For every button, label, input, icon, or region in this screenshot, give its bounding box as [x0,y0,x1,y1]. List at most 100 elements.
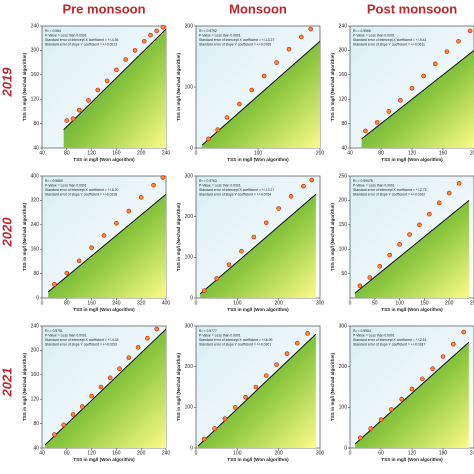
x-tick-label: 100 [254,150,263,156]
x-tick-label: 0 [349,450,352,456]
annotation: R² = 0.9954 [353,329,371,333]
annotation: Standard error of intercept X coefficien… [199,338,273,342]
annotation: P-Value = Less than 0.0001 [353,183,395,187]
x-tick-label: 60 [378,450,384,456]
y-tick-label: 40 [33,145,39,151]
panel: 40 80 120 160 200 240 40 80 120 160 200 240 TSS in m… [22,23,170,162]
panel: 0 100 200 0 100 200 TSS in mg/l (Won algorithm… [176,23,324,162]
x-tick-label: 240 [162,450,171,456]
annotation: R² = 0.984 [45,29,61,33]
y-tick-label: 100 [185,84,194,90]
data-point [251,234,257,240]
y-tick-label: 120 [31,397,40,403]
data-point [89,393,94,399]
data-point [461,329,466,335]
data-point [417,222,422,228]
data-point [222,416,228,422]
panel: 0 100 200 300 0 100 200 300 TSS in mg/l (Won alg… [176,323,324,462]
fit-line [361,50,474,140]
x-tick-label: 240 [112,300,121,306]
annotation: R² = 0.9869 [45,179,63,183]
data-point [126,355,132,361]
x-tick-label: 160 [112,450,121,456]
y-tick-label: 80 [33,121,39,127]
data-point [274,362,279,367]
data-point [456,181,462,186]
data-point [214,276,219,281]
y-tick-label: 160 [339,72,348,78]
data-point [224,115,230,120]
annotation: P-Value = Less than 0.0001 [199,183,241,187]
x-tick-label: 0 [349,300,352,306]
annotation: R² = 0.99578 [353,179,373,183]
data-point [420,376,425,382]
data-point [76,107,82,113]
x-tick-label: 0 [195,150,198,156]
data-point [95,87,101,93]
y-tick-label: 160 [31,72,40,78]
y-tick-label: 240 [31,323,40,329]
data-point [132,48,138,53]
y-tick-label: 400 [31,173,40,179]
fit-region [202,41,320,148]
data-point [440,354,446,359]
data-point [52,281,57,287]
annotation: Standard error of slope Y coefficient = … [353,342,425,346]
panel: 40 80 120 160 200 40 80 120 160 200 240 TSS in mg/l… [330,23,474,162]
x-axis-label: TSS in mg/l (Won algorithm) [73,457,135,462]
data-point [456,38,461,44]
annotation: Standard error of intercept X coefficien… [45,338,119,342]
panel: 0 50 100 150 200 250 50 100 150 200 250 TSS in mg/l… [330,173,474,312]
data-point [427,211,432,217]
y-axis-label: TSS in mg/l (Nechad algorithm) [176,52,181,121]
data-point [114,220,119,226]
y-tick-label: 150 [339,222,348,228]
y-axis-label: TSS in mg/l (Nechad algorithm) [330,52,335,121]
y-axis-label: TSS in mg/l (Nechad algorithm) [22,202,27,271]
data-point [421,73,426,79]
x-tick-label: 180 [439,450,448,456]
fit-region [63,29,167,148]
annotation: P-Value = Less than 0.0001 [199,33,241,37]
y-tick-label: 0 [190,295,193,301]
column-title: Pre monsoon [62,1,145,16]
data-point [367,275,373,280]
x-tick-label: 200 [445,300,454,306]
data-point [201,288,207,293]
x-tick-label: 120 [87,150,96,156]
data-point [101,233,107,238]
y-tick-label: 250 [339,173,348,179]
x-tick-label: 200 [274,450,283,456]
x-tick-label: 160 [112,150,121,156]
annotation: P-Value = Less than 0.0001 [353,33,395,37]
y-tick-label: 0 [190,145,193,151]
annotation: Standard error of intercept X coefficien… [353,338,427,342]
data-point [212,426,217,431]
x-tick-label: 240 [162,150,171,156]
x-tick-label: 40 [39,150,45,156]
x-axis-label: TSS in mg/l (Won algorithm) [227,307,289,312]
x-tick-label: 250 [470,300,474,306]
y-tick-label: 80 [341,121,347,127]
data-point [451,341,456,347]
data-point [407,232,412,237]
y-tick-label: 100 [339,247,348,253]
data-point [253,384,259,390]
y-tick-label: 200 [31,348,40,354]
y-tick-label: 100 [185,405,194,411]
data-point [107,375,113,381]
data-point [276,206,281,211]
y-axis-label: TSS in mg/l (Nechad algorithm) [330,202,335,271]
x-tick-label: 100 [233,450,242,456]
y-tick-label: 200 [31,48,40,54]
data-point [239,248,244,254]
data-point [160,175,166,180]
data-point [114,67,119,73]
y-tick-label: 0 [190,445,193,451]
fit-line [199,193,317,295]
data-point [135,345,141,350]
data-point [61,422,67,428]
y-tick-label: 100 [185,255,194,261]
annotation: Standard error of intercept X coefficien… [353,188,427,192]
data-point [363,128,368,134]
